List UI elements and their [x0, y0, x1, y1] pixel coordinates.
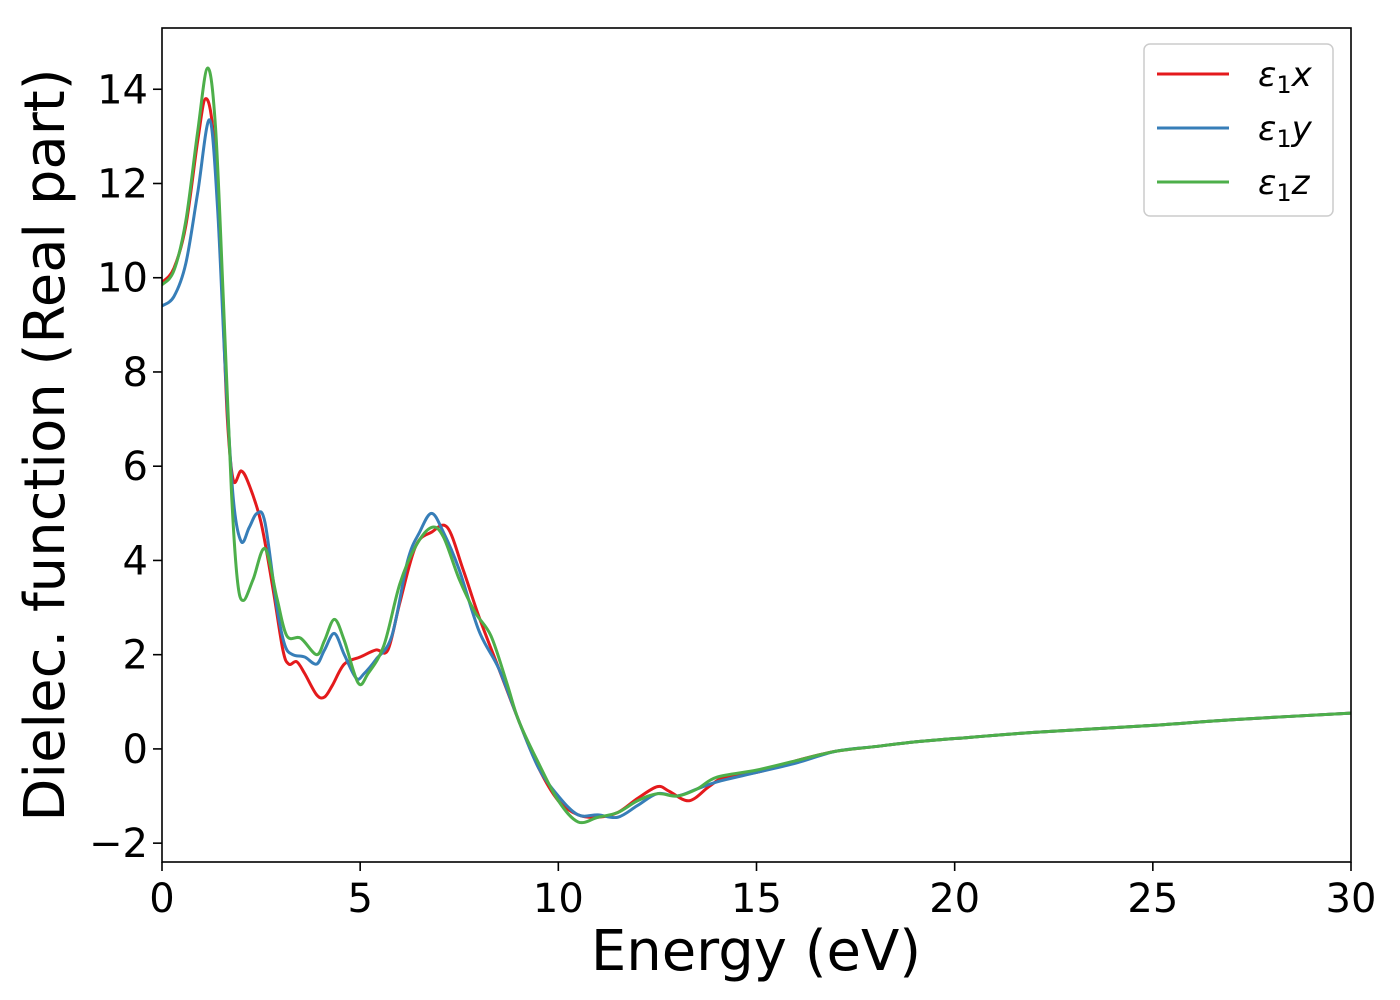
x-axis-title: Energy (eV): [591, 919, 921, 984]
x-tick-label: 15: [731, 876, 782, 922]
legend-label-x: ε1x: [1258, 55, 1313, 99]
y-tick-label: 6: [123, 444, 148, 490]
y-tick-label: 4: [123, 538, 148, 584]
x-axis-ticks: 0 5 10 15 20 25 30: [149, 862, 1376, 922]
y-tick-label: 0: [123, 727, 148, 773]
y-tick-label: −2: [89, 821, 148, 867]
x-tick-label: 10: [533, 876, 584, 922]
y-tick-label: 2: [123, 633, 148, 679]
x-tick-label: 0: [149, 876, 174, 922]
y-tick-label: 12: [97, 161, 148, 207]
y-tick-label: 8: [123, 350, 148, 396]
x-tick-label: 5: [347, 876, 372, 922]
x-tick-label: 30: [1326, 876, 1377, 922]
x-tick-label: 20: [929, 876, 980, 922]
y-axis-title: Dielec. function (Real part): [13, 68, 78, 821]
legend-box: [1143, 43, 1334, 217]
legend: ε1x ε1y ε1z: [1143, 43, 1334, 217]
y-tick-label: 10: [97, 256, 148, 302]
series-line-z: [162, 66, 1351, 825]
series-line-y: [162, 118, 1351, 820]
y-tick-label: 14: [97, 67, 148, 113]
legend-label-y: ε1y: [1258, 109, 1313, 153]
legend-label-z: ε1z: [1258, 163, 1311, 207]
y-axis-ticks: −2 0 2 4 6 8 10 12 14: [89, 67, 162, 867]
x-tick-label: 25: [1127, 876, 1178, 922]
series-layer: [162, 66, 1351, 825]
